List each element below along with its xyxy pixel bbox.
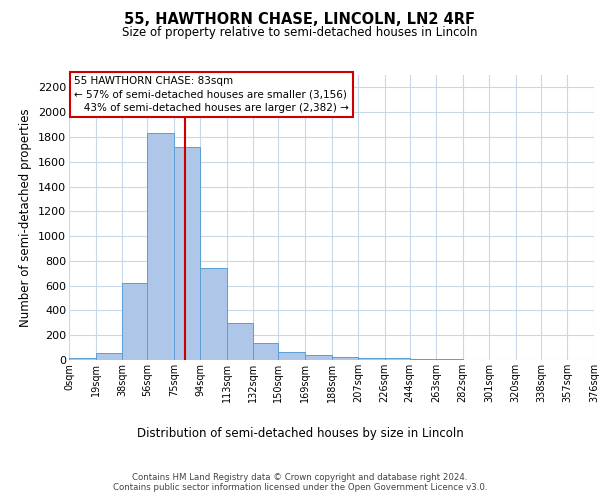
Text: Distribution of semi-detached houses by size in Lincoln: Distribution of semi-detached houses by … <box>137 428 463 440</box>
Bar <box>305 355 331 360</box>
Bar <box>227 323 253 360</box>
Bar <box>385 358 410 360</box>
Bar <box>147 133 174 360</box>
Bar <box>95 353 122 360</box>
Bar <box>122 282 147 360</box>
Bar <box>174 147 200 360</box>
Bar <box>69 358 95 360</box>
Bar <box>358 358 385 360</box>
Bar <box>200 268 227 360</box>
Bar <box>331 357 358 360</box>
Text: 55, HAWTHORN CHASE, LINCOLN, LN2 4RF: 55, HAWTHORN CHASE, LINCOLN, LN2 4RF <box>125 12 476 28</box>
Bar <box>253 342 278 360</box>
Bar <box>278 352 305 360</box>
Text: Contains HM Land Registry data © Crown copyright and database right 2024.
Contai: Contains HM Land Registry data © Crown c… <box>113 472 487 492</box>
Y-axis label: Number of semi-detached properties: Number of semi-detached properties <box>19 108 32 327</box>
Text: Size of property relative to semi-detached houses in Lincoln: Size of property relative to semi-detach… <box>122 26 478 39</box>
Text: 55 HAWTHORN CHASE: 83sqm
← 57% of semi-detached houses are smaller (3,156)
   43: 55 HAWTHORN CHASE: 83sqm ← 57% of semi-d… <box>74 76 349 113</box>
